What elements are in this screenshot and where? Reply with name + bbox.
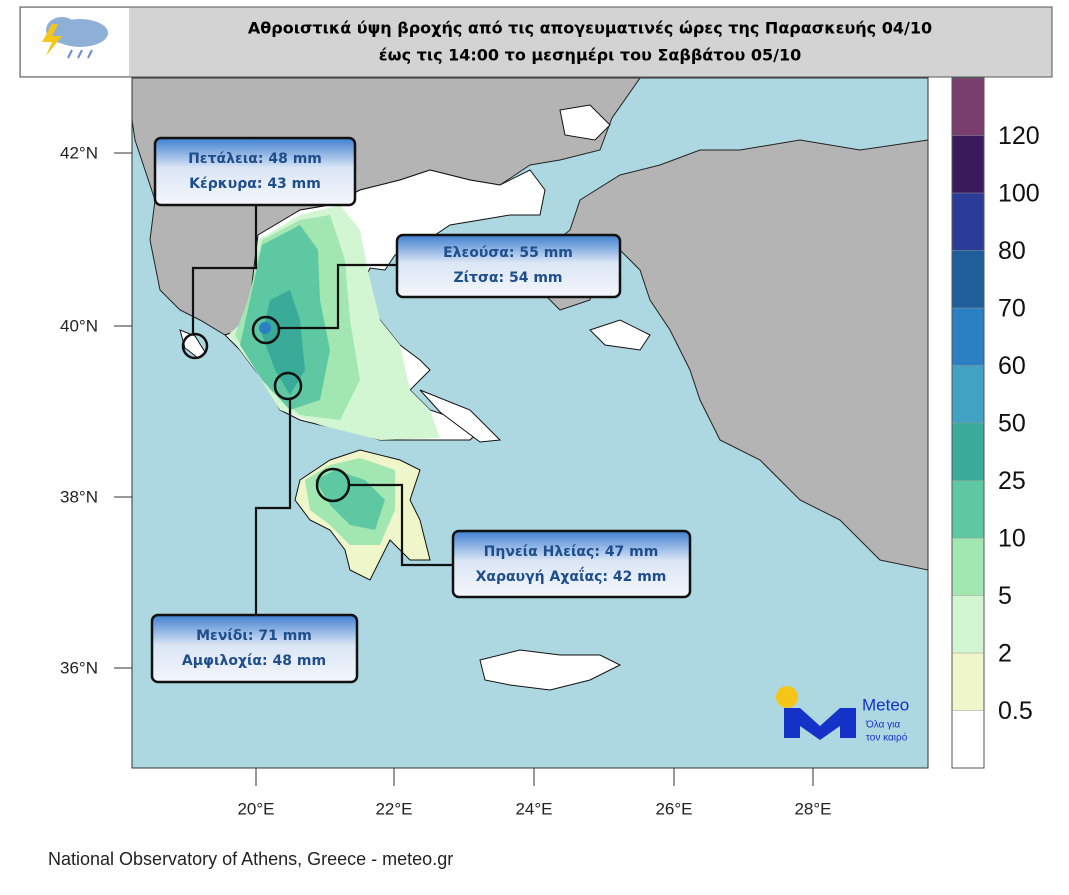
colorbar-label: 80 <box>998 237 1026 265</box>
colorbar-bin <box>952 595 984 653</box>
lon-label: 22°E <box>375 799 412 818</box>
colorbar-label: 60 <box>998 352 1026 380</box>
callout: Πηνεία Ηλείας: 47 mm Χαραυγή Αχαΐας: 42 … <box>451 529 692 599</box>
lon-label: 20°E <box>237 799 274 818</box>
callout-line: Κέρκυρα: 43 mm <box>189 176 321 192</box>
colorbar-bin <box>952 423 984 481</box>
colorbar-bin <box>952 365 984 423</box>
callout: Μενίδι: 71 mm Αμφιλοχία: 48 mm <box>150 613 359 684</box>
colorbar-label: 70 <box>998 295 1026 323</box>
callout-line: Ζίτσα: 54 mm <box>453 270 562 286</box>
logo-name: Meteo <box>862 695 909 714</box>
colorbar-bin <box>952 710 984 768</box>
map-frame <box>131 77 929 769</box>
callout-line: Χαραυγή Αχαΐας: 42 mm <box>476 567 667 585</box>
lon-label: 24°E <box>515 799 552 818</box>
lon-label: 28°E <box>794 799 831 818</box>
colorbar-bin <box>952 193 984 251</box>
footer: National Observatory of Athens, Greece -… <box>48 849 453 869</box>
lon-axis: 20°E 22°E 24°E 26°E 28°E <box>237 768 832 818</box>
lat-axis: 42°N 40°N 38°N 36°N <box>60 143 132 677</box>
colorbar-label: 100 <box>998 180 1040 208</box>
colorbar: 120 100 80 70 60 50 25 10 5 2 0.5 <box>951 77 1040 769</box>
lon-label: 26°E <box>655 799 692 818</box>
colorbar-label: 25 <box>998 467 1026 495</box>
leaders <box>181 205 453 615</box>
callout: Ελεούσα: 55 mm Ζίτσα: 54 mm <box>395 233 622 299</box>
lat-label: 36°N <box>60 658 98 677</box>
callout-line: Πηνεία Ηλείας: 47 mm <box>484 544 659 560</box>
colorbar-bin <box>952 135 984 193</box>
colorbar-bin <box>952 653 984 711</box>
callout-line: Ελεούσα: 55 mm <box>443 245 573 261</box>
logo-tagline: τον καιρό <box>866 732 908 744</box>
callout-line: Αμφιλοχία: 48 mm <box>182 653 326 669</box>
colorbar-bin <box>952 78 984 136</box>
colorbar-bin <box>952 480 984 538</box>
colorbar-label: 120 <box>998 122 1040 150</box>
lat-label: 40°N <box>60 316 98 335</box>
title-line: Αθροιστικά ύψη βροχής από τις απογευματι… <box>248 19 932 38</box>
weather-icon <box>42 17 108 59</box>
lat-label: 38°N <box>60 487 98 506</box>
colorbar-label: 2 <box>998 640 1012 668</box>
colorbar-bin <box>952 250 984 308</box>
logo: Meteo Όλα για τον καιρό <box>776 686 909 744</box>
callout-line: Πετάλεια: 48 mm <box>188 151 322 167</box>
colorbar-label: 10 <box>998 525 1026 553</box>
callout: Πετάλεια: 48 mm Κέρκυρα: 43 mm <box>153 136 357 207</box>
title-box <box>19 6 1053 78</box>
colorbar-label: 0.5 <box>998 697 1033 725</box>
callout-line: Μενίδι: 71 mm <box>196 628 312 644</box>
colorbar-label: 5 <box>998 582 1012 610</box>
lat-label: 42°N <box>60 143 98 162</box>
colorbar-bin <box>952 308 984 366</box>
logo-tagline: Όλα για <box>865 720 900 731</box>
colorbar-label: 50 <box>998 410 1026 438</box>
colorbar-bin <box>952 538 984 596</box>
title-line: έως τις 14:00 το μεσημέρι του Σαββάτου 0… <box>379 46 801 65</box>
